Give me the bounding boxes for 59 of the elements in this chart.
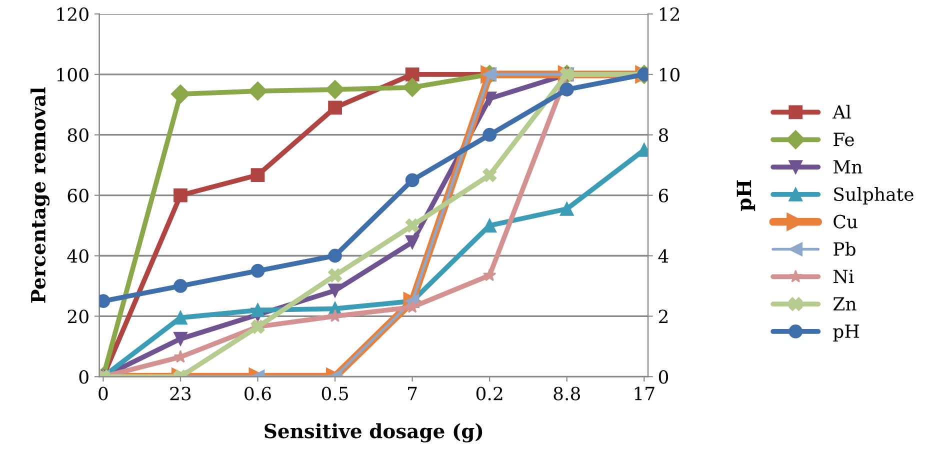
point — [402, 78, 422, 97]
x-tick-label: 0.6 — [244, 386, 271, 400]
legend-label: pH — [833, 324, 859, 342]
x-tick-label: 0.5 — [322, 386, 348, 400]
point — [328, 248, 342, 263]
y2-tick-label: 4 — [658, 249, 668, 263]
y-tick-label: 0 — [79, 370, 88, 384]
point — [250, 264, 265, 278]
y-tick-label: 60 — [68, 188, 88, 202]
y2-axis-title: pH — [736, 180, 756, 211]
point — [328, 100, 342, 115]
point — [248, 81, 268, 101]
point — [405, 235, 420, 250]
point — [482, 168, 497, 182]
legend-label: Zn — [833, 297, 856, 310]
y2-tick-label: 6 — [658, 188, 668, 202]
point — [328, 284, 342, 298]
legend-label: Sulphate — [834, 187, 914, 205]
point — [560, 202, 574, 216]
y-tick-label: 20 — [68, 310, 88, 324]
point — [406, 300, 419, 313]
x-axis-title: Sensitive dosage (g) — [264, 423, 482, 442]
point — [405, 173, 420, 188]
y2-tick-label: 2 — [658, 310, 668, 324]
legend-label: Mn — [834, 160, 862, 174]
y-tick-label: 100 — [57, 68, 88, 82]
x-tick-label: 7 — [408, 386, 417, 400]
y-tick-label: 80 — [68, 128, 88, 142]
y-tick-label: 40 — [67, 249, 88, 263]
point — [560, 82, 574, 96]
legend-label: Pb — [834, 242, 856, 256]
point — [174, 332, 188, 346]
point — [174, 188, 188, 202]
legend-label: Fe — [834, 132, 854, 146]
y-axis-title: Percentage removal — [30, 87, 50, 303]
x-tick-label: 17 — [634, 386, 654, 400]
point — [482, 128, 497, 142]
point — [328, 268, 342, 282]
point — [405, 67, 420, 82]
y2-tick-label: 10 — [660, 68, 680, 82]
point — [170, 84, 190, 104]
point — [174, 310, 188, 325]
point — [250, 303, 265, 318]
point — [405, 218, 420, 232]
point — [482, 268, 496, 282]
x-tick-label: 0.2 — [476, 386, 502, 400]
point — [174, 279, 188, 293]
legend-label: Cu — [834, 214, 858, 228]
x-tick-label: 8.8 — [554, 386, 580, 400]
point — [325, 80, 345, 100]
legend-label: Ni — [834, 270, 854, 284]
y2-tick-label: 8 — [658, 128, 668, 142]
y2-tick-label: 12 — [660, 7, 679, 21]
x-tick-label: 23 — [170, 386, 191, 400]
y2-tick-label: 0 — [658, 370, 668, 384]
legend-label: Al — [832, 104, 851, 119]
point — [250, 168, 265, 182]
x-tick-label: 0 — [98, 386, 108, 400]
y-tick-label: 120 — [57, 7, 88, 22]
